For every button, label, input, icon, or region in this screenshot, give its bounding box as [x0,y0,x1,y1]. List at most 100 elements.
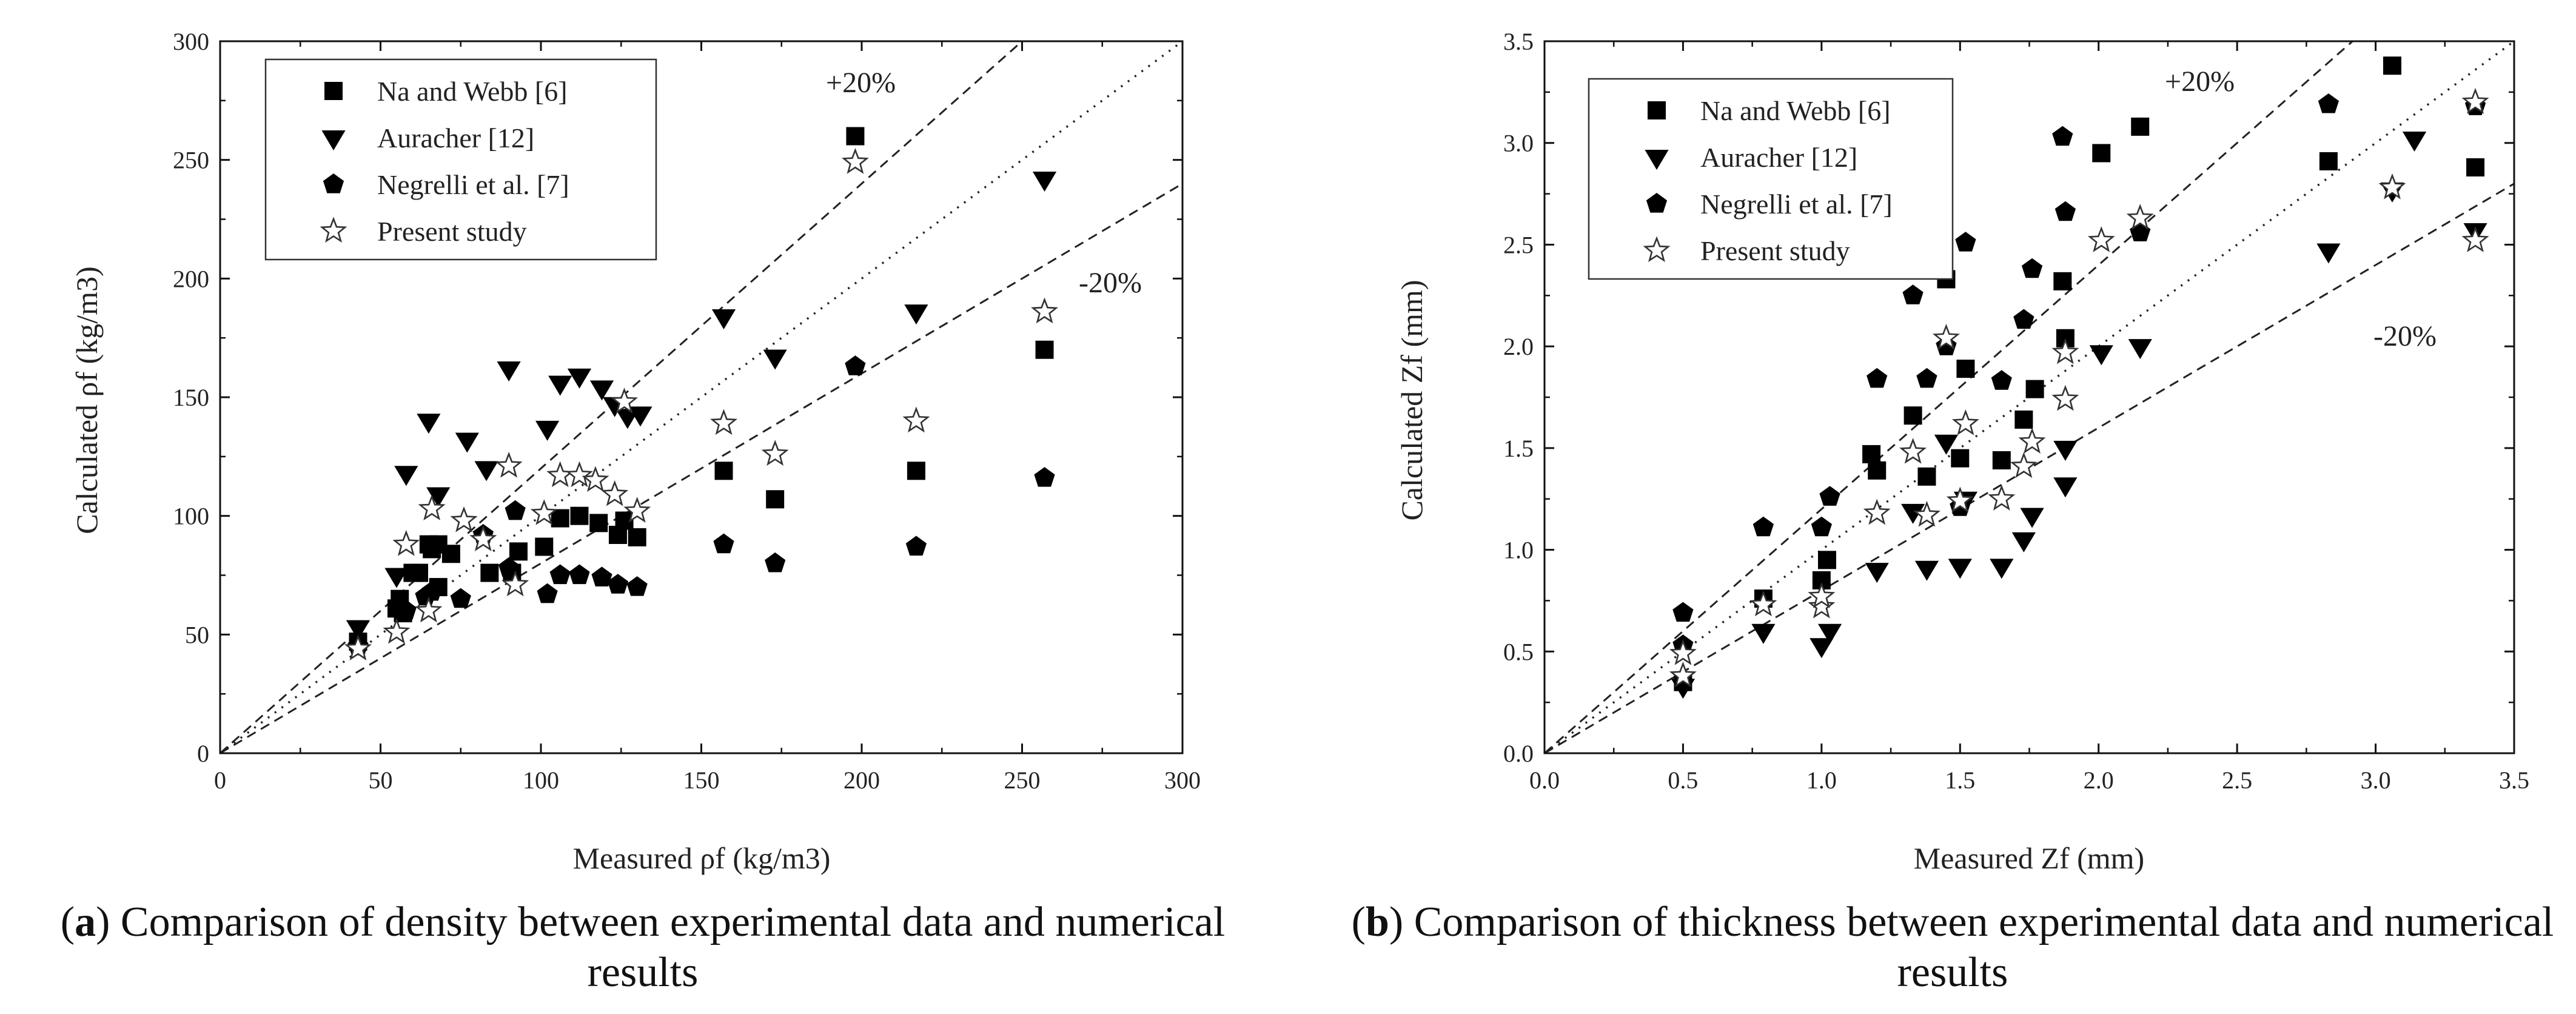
panel-a-legend-marker [323,173,344,193]
panel-a-data-point-triangle-down [426,487,451,508]
panel-b-legend-marker [1645,150,1669,170]
panel-b-data-point-star-open [1808,592,1836,619]
panel-a-data-point-square [409,563,428,582]
panel-b-x-tick-label: 2.0 [2084,767,2114,794]
panel-b-data-point-star-open [2461,87,2489,114]
panel-b-data-point-square [2053,272,2072,290]
panel-b-data-point-triangle-down [2020,508,2044,528]
panel-b-y-tick-label: 0.0 [1503,740,1534,767]
panel-a-legend-marker [321,130,346,150]
panel-a-data-point-square [766,490,785,509]
panel-b-data-point-pentagon [1672,602,1694,622]
panel-a-data-point-star-open [710,409,738,435]
panel-b-data-point-pentagon [2013,309,2034,329]
panel-b-data-point-star-open [1863,499,1891,525]
panel-a-data-point-square [589,514,608,532]
panel-a-data-point-pentagon [845,355,866,375]
panel-b-data-point-star-open [2051,384,2079,411]
panel-b-data-point-star-open [2378,173,2406,200]
panel-b-data-point-star-open [1749,590,1777,617]
panel-b-data-point-star-open [1669,661,1697,688]
panel-b-x-tick-label: 1.0 [1806,767,1837,794]
panel-b-data-point-triangle-down [2053,440,2078,461]
panel-b-series-4 [1669,87,2489,688]
panel-b-data-point-star-open [2010,452,2038,478]
panel-a-data-point-star-open [601,480,629,506]
panel-a-y-tick-label: 0 [197,740,209,767]
panel-b-data-point-star-open [2018,428,2046,454]
panel-a-y-axis-label: Calculated ρf (kg/m3) [70,266,104,534]
panel-a-data-point-star-open [902,406,930,433]
panel-a-legend-label: Auracher [12] [377,123,534,153]
panel-b-data-point-star-open [1951,409,1979,435]
panel-a-data-point-square [714,462,733,480]
panel-a-x-tick-label: 150 [683,767,720,794]
panel-b-data-point-square [1903,406,1922,425]
panel-a-data-point-star-open [383,617,411,644]
panel-b-data-point-pentagon [1811,516,1832,537]
panel-a-data-point-star-open [761,440,789,466]
panel-b-data-point-square [1817,551,1836,569]
panel-b-data-point-pentagon [1955,232,1976,252]
panel-b-minus20-label: -20% [2373,320,2437,352]
panel-b-x-tick-label: 0.0 [1529,767,1560,794]
panel-a-data-point-triangle-down [384,568,409,588]
panel-a-y-tick-label: 50 [185,621,209,648]
panel-a-data-point-pentagon [569,564,590,585]
panel-a-data-point-triangle-down [1032,171,1057,192]
panel-b-y-axis-label: Calculated Zf (mm) [1395,280,1429,520]
panel-b-data-point-square [1951,449,1970,468]
panel-a-data-point-star-open [566,461,593,488]
panel-a-data-point-triangle-down [394,466,418,486]
panel-a-chart: 0 50 100 150 200 250 300 0 50 100 150 200 250 300 Meas… [70,28,1201,875]
panel-b-series-3 [1672,93,2486,654]
panel-b-y-tick-label: 3.5 [1503,28,1534,55]
panel-a-data-point-star-open [546,461,574,488]
caption-b: (b) Comparison of thickness between expe… [1351,899,2554,996]
panel-b-data-point-star-open [2051,338,2079,364]
panel-b-data-point-triangle-down [2053,477,2078,498]
panel-b-data-point-triangle-down [1865,563,1889,583]
panel-b-data-point-square [1956,360,1975,378]
panel-b-y-tick-label: 3.0 [1503,130,1534,157]
panel-a-data-point-triangle-down [417,414,441,434]
panel-a-legend: Na and Webb [6] Auracher [12] Negrelli et … [264,58,657,261]
panel-a-data-point-triangle-down [589,380,614,401]
panel-a-data-point-star-open [530,499,558,525]
panel-b-data-point-star-open [2126,204,2154,230]
panel-b-data-point-triangle-down [2089,345,2113,366]
panel-b-data-point-pentagon [1753,516,1774,537]
panel-b-plus20-label: +20% [2165,65,2235,98]
panel-b-data-point-square [2466,158,2485,176]
panel-a-x-tick-label: 0 [214,767,226,794]
panel-a-data-point-star-open [344,634,372,660]
panel-b-data-point-square [1917,467,1936,486]
panel-b-data-point-triangle-down [1901,503,1925,524]
panel-b-data-point-pentagon [1991,370,2012,390]
panel-a-y-tick-label: 250 [173,147,209,174]
panel-a-data-point-star-open [611,388,639,414]
panel-b-reference-lines [1545,41,2514,753]
panel-b-data-point-triangle-down [1751,623,1776,644]
panel-a-x-axis-label: Measured ρf (kg/m3) [573,841,831,875]
panel-b-x-tick-label: 1.5 [1945,767,1975,794]
panel-a-data-point-square [480,563,499,582]
panel-a-data-point-triangle-down [497,361,521,382]
panel-a-y-tick-label: 200 [173,265,209,292]
panel-b-data-point-star-open [1899,437,1927,464]
panel-a-data-point-star-open [582,466,609,492]
panel-a-legend-label: Present study [377,216,527,247]
panel-a-plus20-line [220,41,1024,753]
panel-b-legend: Na and Webb [6] Auracher [12] Negrelli et … [1588,78,1954,280]
panel-b-x-tick-label: 0.5 [1668,767,1698,794]
panel-b-data-point-square [2383,56,2401,75]
caption-a-tag: a [75,899,96,945]
panel-b-data-point-square [1862,445,1881,463]
panel-b-data-point-square [1868,461,1887,480]
panel-b-data-point-triangle-down [1810,638,1834,659]
panel-a-data-point-pentagon [505,500,526,520]
panel-a-data-point-pentagon [591,566,612,586]
panel-a-data-point-square [846,127,865,146]
panel-a-data-point-pentagon [765,552,786,572]
